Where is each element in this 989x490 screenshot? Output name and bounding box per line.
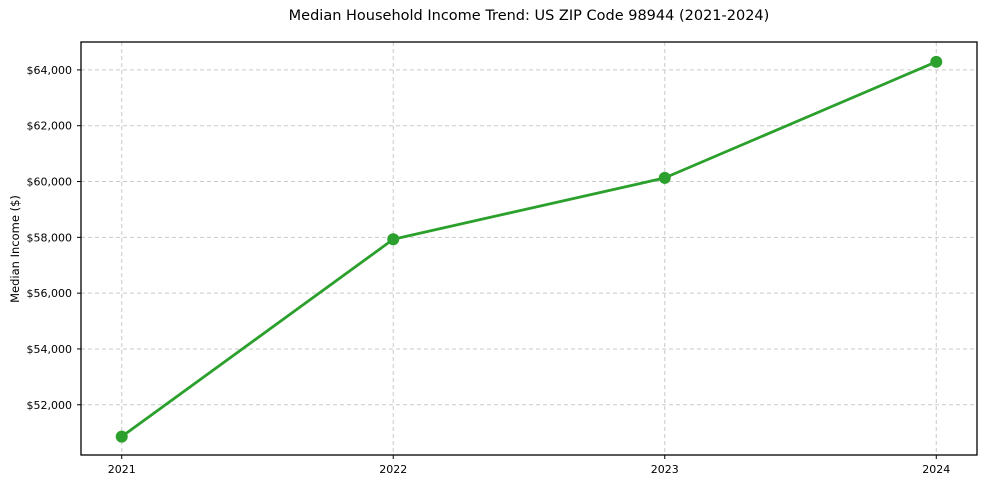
data-point xyxy=(387,233,400,246)
y-tick-label: $58,000 xyxy=(27,231,73,244)
data-point xyxy=(930,55,943,68)
y-tick-label: $60,000 xyxy=(27,176,73,189)
x-tick-label: 2024 xyxy=(922,463,950,476)
y-tick-label: $52,000 xyxy=(27,399,73,412)
y-tick-label: $56,000 xyxy=(27,287,73,300)
y-tick-label: $64,000 xyxy=(27,64,73,77)
x-tick-label: 2021 xyxy=(108,463,136,476)
x-tick-label: 2022 xyxy=(379,463,407,476)
x-tick-label: 2023 xyxy=(651,463,679,476)
y-tick-label: $54,000 xyxy=(27,343,73,356)
axis-frame xyxy=(80,41,978,456)
y-tick-label: $62,000 xyxy=(27,120,73,133)
data-point xyxy=(115,430,128,443)
trend-line xyxy=(120,60,938,438)
data-point xyxy=(658,171,671,184)
chart-title: Median Household Income Trend: US ZIP Co… xyxy=(288,8,770,24)
